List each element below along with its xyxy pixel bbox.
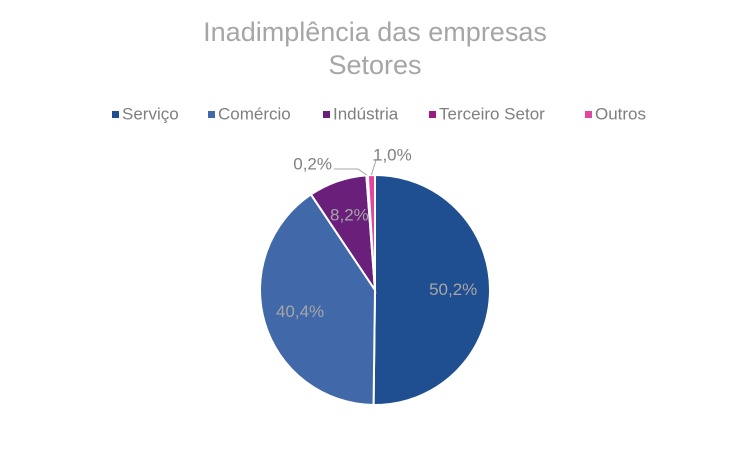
data-label: 8,2% xyxy=(330,206,369,225)
legend-marker xyxy=(112,111,119,118)
legend-label: Outros xyxy=(595,104,646,123)
legend-marker xyxy=(323,111,330,118)
data-label: 0,2% xyxy=(293,154,332,173)
data-label: 50,2% xyxy=(429,280,477,299)
legend-label: Comércio xyxy=(218,104,291,123)
pie-slice xyxy=(372,173,491,406)
data-label: 1,0% xyxy=(373,145,412,164)
legend-marker xyxy=(208,111,215,118)
leader-line xyxy=(370,159,377,176)
leader-line xyxy=(334,168,368,176)
chart-title: Inadimplência das empresas xyxy=(203,17,547,47)
chart-subtitle: Setores xyxy=(328,50,421,80)
legend-marker xyxy=(429,111,436,118)
data-label: 40,4% xyxy=(276,302,324,321)
legend-label: Serviço xyxy=(122,104,179,123)
legend-marker xyxy=(585,111,592,118)
pie-slice xyxy=(366,173,376,291)
pie-slice xyxy=(259,193,377,407)
legend-label: Indústria xyxy=(333,104,399,123)
legend-label: Terceiro Setor xyxy=(439,104,545,123)
